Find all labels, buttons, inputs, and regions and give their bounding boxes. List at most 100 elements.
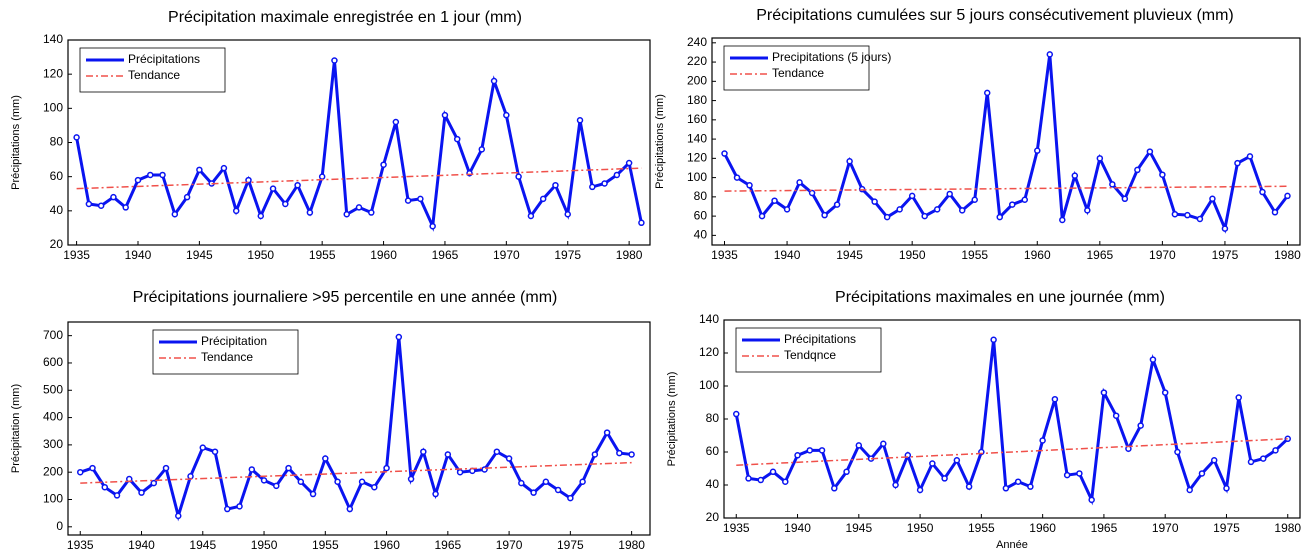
point	[432, 490, 439, 498]
x-tick-label: 1975	[557, 538, 584, 551]
series-line	[723, 54, 1289, 234]
y-tick-label: 100	[43, 101, 63, 115]
y-tick-label: 100	[699, 378, 719, 392]
point	[821, 211, 828, 219]
point	[1171, 210, 1179, 218]
point	[1272, 447, 1279, 454]
point	[1076, 470, 1083, 477]
legend-box	[152, 329, 299, 375]
point	[101, 483, 109, 491]
y-tick-label: 40	[706, 477, 720, 491]
legend-label: Précipitations	[784, 332, 856, 346]
legend-label: Tendqnce	[784, 348, 836, 362]
point	[306, 209, 314, 216]
x-tick-label: 1980	[616, 248, 643, 262]
point	[818, 447, 826, 454]
point	[505, 455, 513, 462]
point	[1096, 155, 1104, 162]
point	[941, 475, 948, 482]
point	[1121, 195, 1129, 203]
point	[478, 146, 486, 153]
point	[187, 473, 194, 480]
y-axis-label: Précipitations (mm)	[654, 94, 666, 189]
y-tick-label: 120	[687, 151, 707, 165]
point	[1034, 147, 1041, 154]
y-tick-label: 120	[699, 345, 719, 359]
point	[757, 476, 765, 484]
point	[953, 457, 961, 464]
point	[883, 213, 891, 221]
y-tick-label: 600	[43, 355, 63, 369]
y-axis-label: Précipitations (mm)	[10, 95, 22, 190]
point	[358, 478, 366, 485]
point	[745, 475, 752, 482]
y-tick-label: 200	[687, 73, 707, 87]
trend-line	[736, 438, 1288, 466]
point	[260, 477, 268, 484]
point	[331, 57, 338, 64]
point	[245, 176, 252, 184]
point	[371, 483, 378, 491]
point	[309, 490, 317, 498]
x-tick-label: 1970	[1149, 248, 1176, 262]
point	[603, 429, 611, 436]
point	[518, 479, 525, 487]
point	[1284, 435, 1291, 443]
x-tick-label: 1955	[312, 538, 339, 551]
point	[579, 478, 586, 485]
x-tick-label: 1980	[1274, 248, 1301, 262]
point	[1259, 455, 1267, 462]
point	[1009, 201, 1016, 208]
point	[1021, 196, 1029, 203]
plot-frame	[711, 37, 1301, 246]
point	[880, 440, 887, 447]
point	[1071, 172, 1079, 179]
point	[733, 174, 741, 181]
point	[1246, 153, 1254, 160]
point	[908, 192, 916, 200]
point	[958, 207, 966, 214]
chart-title: Précipitation maximale enregistrée en 1 …	[168, 9, 522, 26]
x-tick-label: 1960	[1029, 521, 1056, 535]
point	[990, 336, 997, 344]
y-axis-label: Précipitations (mm)	[666, 372, 678, 467]
x-tick-label: 1955	[309, 248, 336, 262]
y-tick-label: 100	[687, 170, 707, 184]
point	[769, 468, 777, 476]
point	[782, 478, 789, 485]
point	[896, 206, 903, 213]
y-tick-label: 60	[694, 208, 708, 222]
point	[1210, 457, 1218, 464]
x-axis-label: Année	[996, 539, 1028, 551]
point	[407, 475, 415, 483]
point	[567, 494, 574, 502]
point	[1159, 171, 1166, 178]
point	[183, 193, 191, 201]
legend-label: Tendance	[128, 68, 180, 82]
point	[1161, 389, 1169, 396]
x-tick-label: 1970	[496, 538, 523, 551]
y-tick-label: 400	[43, 410, 63, 424]
point	[539, 195, 547, 203]
point	[843, 468, 850, 476]
point	[589, 183, 596, 191]
x-tick-label: 1940	[125, 248, 152, 262]
point	[1174, 448, 1181, 456]
y-tick-label: 140	[699, 312, 719, 326]
point	[404, 197, 412, 204]
x-tick-label: 1960	[1024, 248, 1051, 262]
x-tick-label: 1975	[1212, 248, 1239, 262]
point	[1039, 437, 1046, 444]
point	[783, 206, 791, 213]
x-tick-label: 1935	[711, 248, 738, 262]
point	[1235, 394, 1242, 401]
y-tick-label: 60	[50, 169, 64, 183]
point	[493, 448, 501, 455]
plot-frame	[723, 319, 1301, 519]
series-line	[79, 336, 632, 522]
point	[380, 161, 387, 168]
point	[1002, 485, 1010, 492]
legend-label: Precipitations (5 jours)	[772, 50, 891, 64]
point	[285, 464, 292, 472]
trend-line	[80, 461, 632, 484]
